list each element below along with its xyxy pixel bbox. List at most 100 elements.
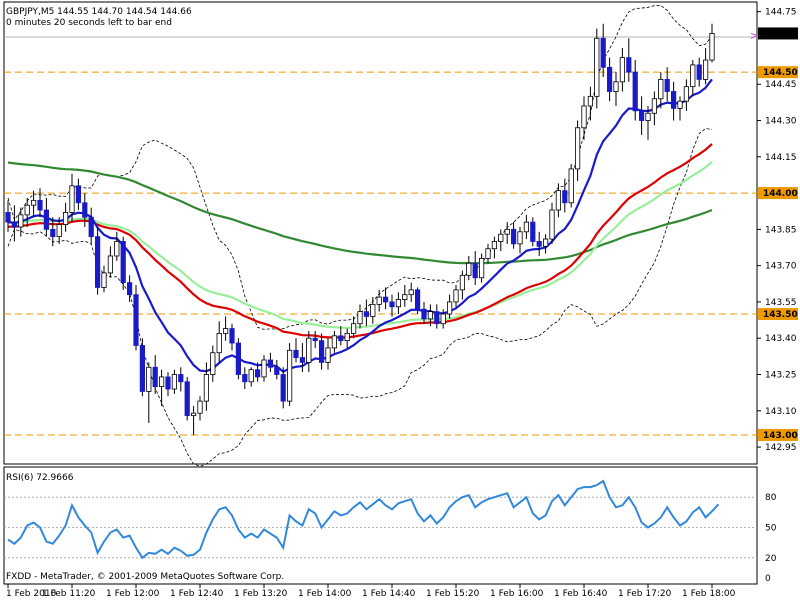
candle[interactable]: [63, 202, 69, 232]
candle[interactable]: [382, 287, 389, 310]
candle[interactable]: [254, 362, 261, 382]
candle[interactable]: [197, 396, 203, 421]
candle[interactable]: [523, 214, 530, 240]
candle[interactable]: [101, 265, 107, 293]
candle[interactable]: [709, 23, 715, 63]
candle[interactable]: [75, 178, 81, 211]
candle[interactable]: [568, 164, 574, 208]
candle[interactable]: [267, 352, 274, 373]
candle[interactable]: [485, 243, 491, 264]
candle[interactable]: [498, 229, 504, 252]
candle[interactable]: [395, 292, 402, 315]
candle[interactable]: [478, 253, 485, 283]
candle[interactable]: [248, 367, 254, 387]
candle[interactable]: [11, 205, 17, 242]
candle[interactable]: [472, 251, 478, 286]
candle[interactable]: [587, 86, 594, 121]
candle[interactable]: [30, 190, 37, 218]
candle[interactable]: [671, 81, 677, 121]
candle[interactable]: [619, 47, 626, 92]
candle[interactable]: [190, 405, 197, 435]
candle[interactable]: [165, 372, 171, 397]
candle[interactable]: [261, 355, 267, 382]
candle[interactable]: [459, 270, 466, 300]
candle[interactable]: [357, 304, 363, 329]
candle[interactable]: [37, 188, 43, 218]
candle[interactable]: [82, 193, 88, 227]
candle[interactable]: [370, 297, 376, 324]
candle[interactable]: [440, 309, 446, 329]
candle[interactable]: [696, 57, 702, 87]
candle[interactable]: [517, 226, 523, 254]
candle[interactable]: [703, 47, 709, 85]
candle[interactable]: [286, 343, 293, 406]
candle[interactable]: [421, 301, 427, 324]
candle[interactable]: [280, 367, 286, 409]
candle[interactable]: [632, 60, 638, 121]
candle[interactable]: [229, 323, 235, 351]
candle[interactable]: [178, 367, 184, 392]
candle[interactable]: [389, 294, 395, 317]
candle[interactable]: [293, 338, 299, 363]
candle[interactable]: [299, 343, 306, 373]
candle[interactable]: [607, 57, 613, 102]
candle[interactable]: [107, 246, 113, 278]
candle[interactable]: [338, 326, 344, 346]
candle[interactable]: [414, 287, 421, 315]
candle[interactable]: [318, 333, 325, 370]
candle[interactable]: [127, 275, 133, 302]
candle[interactable]: [626, 38, 632, 82]
candle[interactable]: [427, 304, 434, 327]
candle[interactable]: [95, 226, 101, 295]
candle[interactable]: [555, 183, 562, 218]
candle[interactable]: [120, 236, 126, 290]
candle[interactable]: [43, 197, 50, 237]
candle[interactable]: [242, 367, 248, 390]
candle[interactable]: [376, 289, 382, 312]
candle[interactable]: [402, 285, 408, 307]
candle[interactable]: [222, 316, 229, 341]
candle[interactable]: [363, 299, 370, 327]
candle[interactable]: [690, 60, 696, 97]
candle[interactable]: [306, 330, 312, 373]
candle[interactable]: [210, 345, 216, 382]
candles[interactable]: [5, 23, 759, 435]
candle[interactable]: [434, 304, 440, 329]
candle[interactable]: [5, 200, 11, 232]
candle[interactable]: [158, 369, 165, 406]
candle[interactable]: [645, 106, 651, 140]
candle[interactable]: [504, 222, 510, 244]
candle[interactable]: [133, 285, 139, 351]
candle[interactable]: [536, 231, 542, 256]
candle[interactable]: [203, 362, 209, 411]
candle[interactable]: [69, 173, 75, 223]
candle[interactable]: [549, 202, 555, 244]
candle[interactable]: [24, 197, 30, 227]
candle[interactable]: [331, 330, 338, 353]
candle[interactable]: [56, 217, 62, 244]
candle[interactable]: [88, 207, 94, 244]
candle[interactable]: [658, 72, 664, 109]
candle[interactable]: [171, 369, 177, 394]
candle[interactable]: [408, 282, 414, 302]
candle[interactable]: [146, 362, 152, 423]
candle[interactable]: [466, 255, 472, 281]
candle[interactable]: [344, 328, 350, 348]
candle[interactable]: [639, 96, 645, 136]
candle[interactable]: [216, 321, 222, 363]
candle[interactable]: [312, 330, 318, 348]
candle[interactable]: [613, 72, 619, 107]
candle[interactable]: [114, 231, 120, 261]
candle[interactable]: [562, 178, 568, 213]
candle[interactable]: [453, 285, 459, 307]
candle[interactable]: [50, 217, 56, 247]
candle[interactable]: [491, 236, 498, 259]
candle[interactable]: [184, 376, 190, 421]
candle[interactable]: [235, 338, 241, 380]
candle[interactable]: [664, 67, 670, 102]
candle[interactable]: [581, 96, 587, 140]
candle[interactable]: [325, 338, 331, 370]
candle[interactable]: [651, 91, 658, 126]
